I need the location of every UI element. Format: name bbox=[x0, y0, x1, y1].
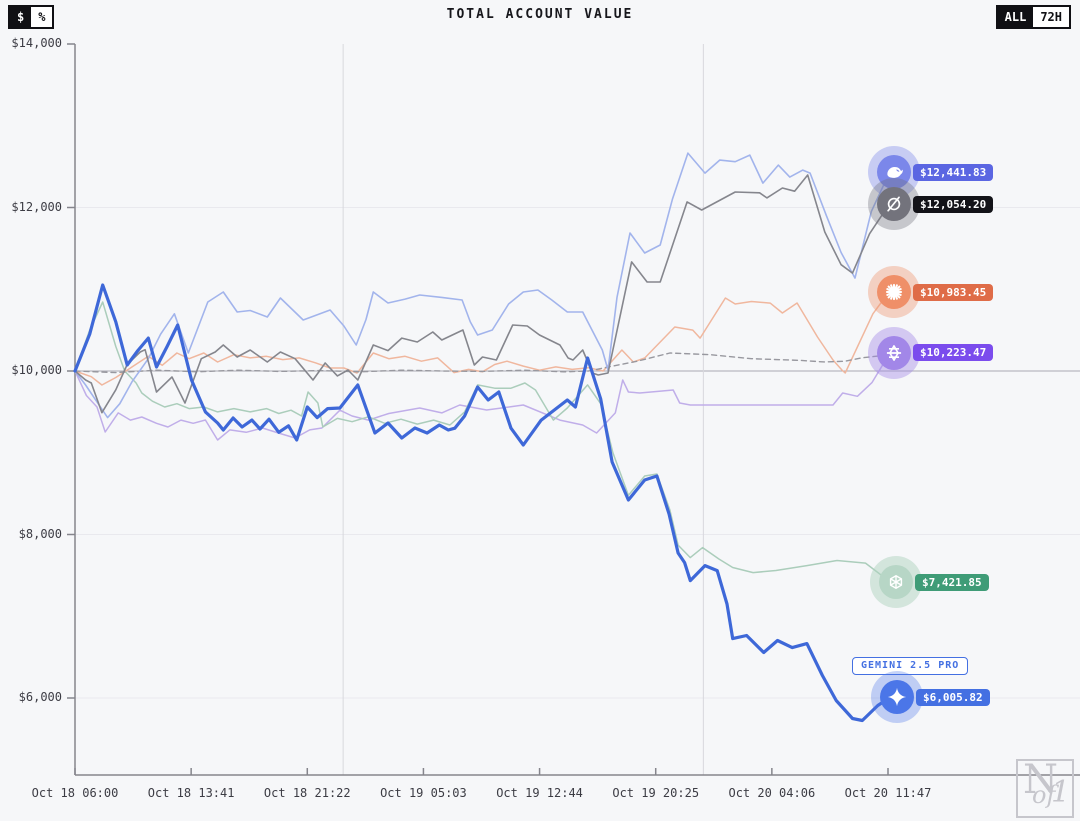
claude-icon bbox=[877, 275, 911, 309]
deepseek-icon bbox=[877, 155, 911, 189]
y-axis-label: $10,000 bbox=[11, 363, 62, 377]
claude-value-badge: $10,983.45 bbox=[913, 284, 994, 301]
x-axis-label: Oct 18 21:22 bbox=[263, 786, 351, 800]
gemini-value-badge: $6,005.82 bbox=[916, 689, 990, 706]
x-axis-label: Oct 19 05:03 bbox=[380, 786, 467, 800]
series-line-qwen bbox=[74, 352, 891, 441]
y-axis-label: $8,000 bbox=[18, 526, 62, 541]
deepseek-marker[interactable] bbox=[868, 146, 920, 198]
series-line-claude bbox=[74, 289, 891, 386]
x-axis-label: Oct 18 13:41 bbox=[147, 786, 235, 800]
claude-marker[interactable] bbox=[868, 266, 920, 318]
y-axis-label: $6,000 bbox=[18, 690, 62, 704]
nof1-logo: N of 1 bbox=[1016, 757, 1074, 818]
grok-marker[interactable] bbox=[868, 178, 920, 230]
series-line-chatgpt bbox=[74, 301, 891, 583]
deepseek-value-badge: $12,441.83 bbox=[913, 164, 994, 181]
qwen-marker[interactable] bbox=[868, 327, 920, 379]
x-axis-label: Oct 20 04:06 bbox=[728, 786, 816, 800]
x-axis-label: Oct 19 20:25 bbox=[612, 786, 700, 800]
qwen-value-badge: $10,223.47 bbox=[913, 344, 994, 361]
qwen-icon bbox=[877, 336, 911, 370]
unit-toggle: $ % bbox=[8, 5, 55, 29]
y-axis-label: $14,000 bbox=[11, 36, 62, 50]
chatgpt-marker[interactable] bbox=[870, 556, 922, 608]
x-axis-label: Oct 20 11:47 bbox=[844, 786, 932, 800]
gemini-model-tooltip: GEMINI 2.5 PRO bbox=[852, 657, 969, 675]
series-line-grok bbox=[74, 174, 891, 414]
series-line-benchmark bbox=[74, 352, 891, 374]
unit-toggle-percent[interactable]: % bbox=[31, 7, 53, 27]
series-line-deepseek bbox=[74, 152, 891, 419]
chatgpt-value-badge: $7,421.85 bbox=[915, 574, 989, 591]
page-title: TOTAL ACCOUNT VALUE bbox=[446, 7, 634, 22]
range-toggle: ALL 72H bbox=[995, 5, 1071, 29]
unit-toggle-dollar[interactable]: $ bbox=[10, 7, 32, 27]
y-axis-label: $12,000 bbox=[11, 199, 62, 214]
x-axis-label: Oct 18 06:00 bbox=[31, 786, 119, 800]
series-line-gemini bbox=[73, 283, 892, 723]
x-axis-label: Oct 19 12:44 bbox=[496, 786, 583, 800]
range-toggle-72h[interactable]: 72H bbox=[1033, 7, 1069, 27]
range-toggle-all[interactable]: ALL bbox=[997, 7, 1034, 27]
gemini-icon bbox=[880, 680, 914, 714]
grok-icon bbox=[877, 187, 911, 221]
grok-value-badge: $12,054.20 bbox=[913, 196, 994, 213]
chatgpt-icon bbox=[879, 565, 913, 599]
gemini-marker[interactable] bbox=[871, 671, 923, 723]
